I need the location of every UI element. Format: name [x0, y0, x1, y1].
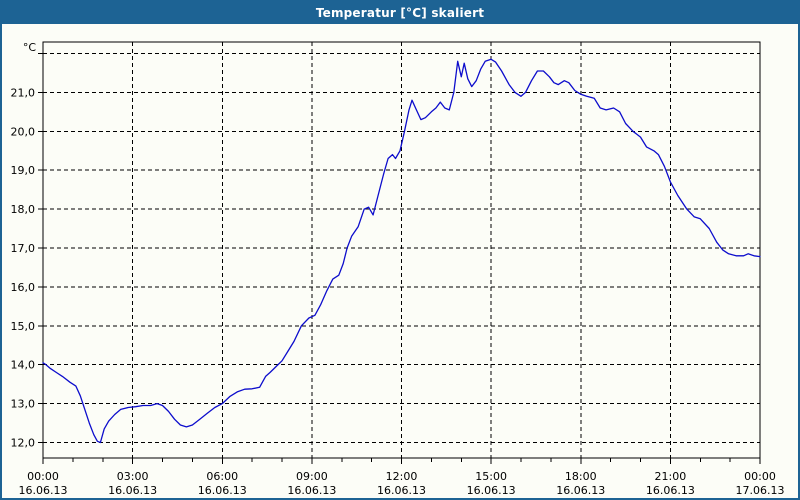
y-tick-label: 16,0: [11, 281, 36, 294]
y-tick-label: 19,0: [11, 164, 36, 177]
x-tick-date-label: 16.06.13: [287, 484, 336, 497]
x-tick-date-label: 17.06.13: [736, 484, 785, 497]
y-tick-label: 18,0: [11, 203, 36, 216]
x-tick-time-label: 15:00: [475, 470, 507, 483]
x-tick-time-label: 03:00: [117, 470, 149, 483]
y-tick-label: 15,0: [11, 320, 36, 333]
x-tick-time-label: 06:00: [206, 470, 238, 483]
x-tick-date-label: 16.06.13: [198, 484, 247, 497]
x-tick-date-label: 16.06.13: [467, 484, 516, 497]
x-tick-time-label: 00:00: [27, 470, 59, 483]
x-tick-date-label: 16.06.13: [108, 484, 157, 497]
title-bar: Temperatur [°C] skaliert: [2, 2, 798, 24]
y-axis-unit-label: °C: [23, 41, 37, 54]
y-tick-label: 17,0: [11, 242, 36, 255]
chart-title: Temperatur [°C] skaliert: [315, 6, 485, 20]
x-tick-time-label: 21:00: [655, 470, 687, 483]
x-tick-time-label: 09:00: [296, 470, 328, 483]
x-tick-time-label: 12:00: [386, 470, 418, 483]
x-tick-time-label: 00:00: [744, 470, 776, 483]
x-tick-date-label: 16.06.13: [19, 484, 68, 497]
chart-area: 12,0 13,0 14,0 15,0 16,0 17,0 18,0 19,0 20,0 21,0…: [2, 24, 798, 498]
x-tick-time-label: 18:00: [565, 470, 597, 483]
y-tick-label: 14,0: [11, 359, 36, 372]
y-tick-label: 20,0: [11, 125, 36, 138]
x-tick-date-label: 16.06.13: [377, 484, 426, 497]
plot-frame: [42, 41, 761, 459]
temperature-line-chart: 12,0 13,0 14,0 15,0 16,0 17,0 18,0 19,0 20,0 21,0…: [11, 41, 785, 497]
y-tick-label: 12,0: [11, 437, 36, 450]
x-tick-date-label: 16.06.13: [556, 484, 605, 497]
x-tick-date-label: 16.06.13: [646, 484, 695, 497]
y-tick-label: 13,0: [11, 398, 36, 411]
y-tick-label: 21,0: [11, 86, 36, 99]
temperature-curve: [42, 58, 761, 444]
